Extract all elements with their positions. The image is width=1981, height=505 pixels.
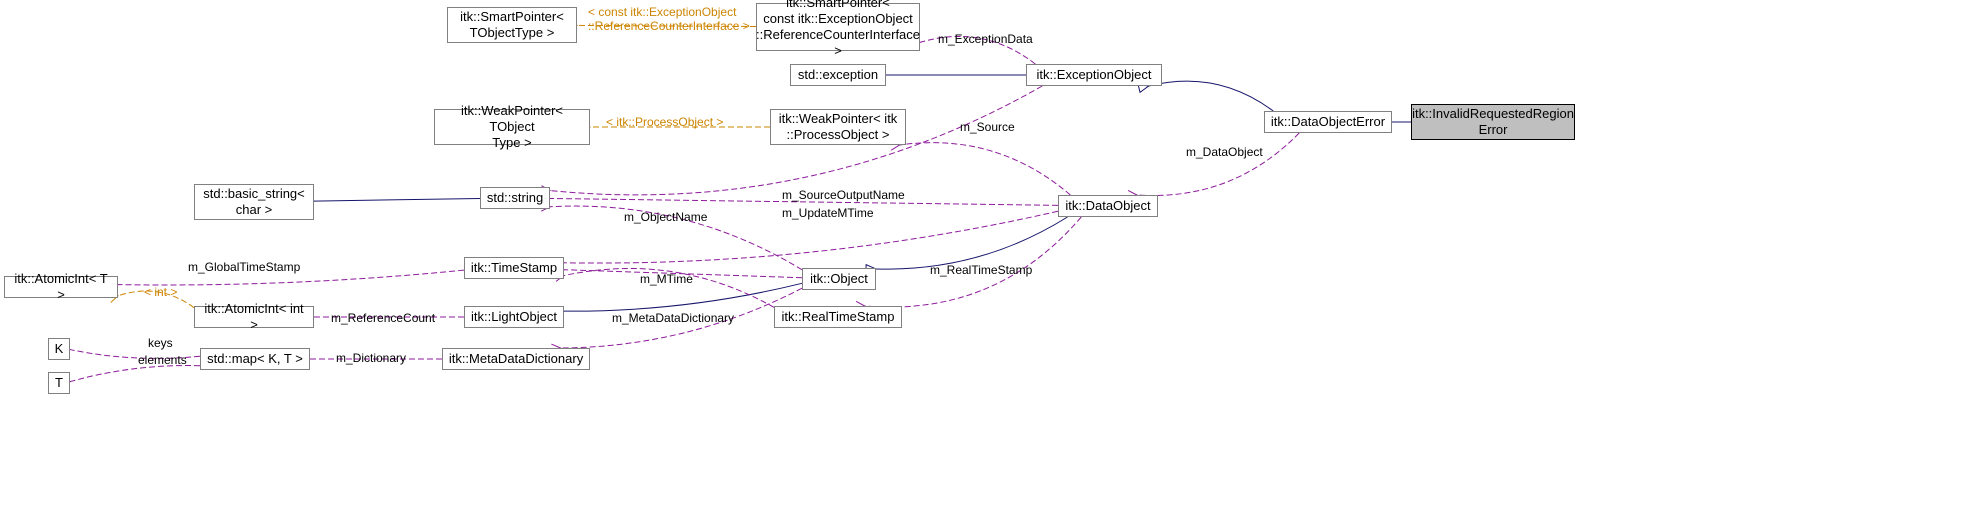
edge — [314, 199, 480, 202]
class-node-sp_tobj[interactable]: itk::SmartPointer< TObjectType > — [447, 7, 577, 43]
class-node-label: itk::AtomicInt< int > — [201, 301, 307, 334]
class-node-dobj[interactable]: itk::DataObject — [1058, 195, 1158, 217]
class-node-label: itk::LightObject — [471, 309, 557, 325]
class-node-label: itk::AtomicInt< T > — [11, 271, 111, 304]
class-node-wp_proc[interactable]: itk::WeakPointer< itk ::ProcessObject > — [770, 109, 906, 145]
edge-label: m_ObjectName — [624, 210, 707, 224]
class-node-label: std::string — [487, 190, 543, 206]
edge-label: < itk::ProcessObject > — [606, 115, 723, 129]
class-node-k[interactable]: K — [48, 338, 70, 360]
class-node-mdd[interactable]: itk::MetaDataDictionary — [442, 348, 590, 370]
edge — [564, 283, 802, 311]
class-node-bstr[interactable]: std::basic_string< char > — [194, 184, 314, 220]
class-node-label: itk::Object — [810, 271, 868, 287]
class-node-label: itk::SmartPointer< const itk::ExceptionO… — [756, 0, 920, 60]
class-node-label: itk::WeakPointer< TObject Type > — [441, 103, 583, 152]
edges-layer — [0, 0, 1981, 505]
edge-label: elements — [138, 353, 187, 367]
class-node-wp_tobj[interactable]: itk::WeakPointer< TObject Type > — [434, 109, 590, 145]
class-node-rts[interactable]: itk::RealTimeStamp — [774, 306, 902, 328]
edge-label: m_DataObject — [1186, 145, 1263, 159]
class-node-label: std::basic_string< char > — [203, 186, 305, 219]
edge-label: m_Dictionary — [336, 351, 406, 365]
edge-label: m_Source — [960, 120, 1015, 134]
class-node-doerr[interactable]: itk::DataObjectError — [1264, 111, 1392, 133]
class-node-str[interactable]: std::string — [480, 187, 550, 209]
class-node-label: itk::DataObject — [1065, 198, 1150, 214]
edge-label: < const itk::ExceptionObject ::Reference… — [588, 5, 750, 33]
edge — [1149, 81, 1273, 111]
class-node-aint_t[interactable]: itk::AtomicInt< T > — [4, 276, 118, 298]
edge-label: m_GlobalTimeStamp — [188, 260, 300, 274]
class-node-invreq[interactable]: itk::InvalidRequestedRegion Error — [1411, 104, 1575, 140]
class-node-label: K — [55, 341, 64, 357]
class-node-label: itk::TimeStamp — [471, 260, 557, 276]
class-node-label: itk::ExceptionObject — [1037, 67, 1152, 83]
class-node-label: itk::SmartPointer< TObjectType > — [460, 9, 564, 42]
class-node-ts[interactable]: itk::TimeStamp — [464, 257, 564, 279]
edge — [70, 366, 200, 382]
edge-label: < int > — [144, 285, 177, 299]
edge — [900, 143, 1071, 195]
class-node-label: T — [55, 375, 63, 391]
class-node-obj[interactable]: itk::Object — [802, 268, 876, 290]
class-node-label: itk::MetaDataDictionary — [449, 351, 583, 367]
class-node-excobj[interactable]: itk::ExceptionObject — [1026, 64, 1162, 86]
class-node-label: itk::RealTimeStamp — [782, 309, 895, 325]
class-node-t[interactable]: T — [48, 372, 70, 394]
edge-label: m_ReferenceCount — [331, 311, 435, 325]
edge-label: m_MTime — [640, 272, 693, 286]
edge-label: m_MetaDataDictionary — [612, 311, 734, 325]
edge-label: m_RealTimeStamp — [930, 263, 1032, 277]
class-node-label: itk::WeakPointer< itk ::ProcessObject > — [779, 111, 898, 144]
edge-label: m_SourceOutputName — [782, 188, 905, 202]
class-node-lobj[interactable]: itk::LightObject — [464, 306, 564, 328]
edge — [1137, 133, 1299, 196]
class-node-label: itk::InvalidRequestedRegion Error — [1412, 106, 1574, 139]
class-node-map[interactable]: std::map< K, T > — [200, 348, 310, 370]
edge-label: m_UpdateMTime — [782, 206, 874, 220]
class-node-label: itk::DataObjectError — [1271, 114, 1385, 130]
edge-label: m_ExceptionData — [938, 32, 1033, 46]
class-node-label: std::exception — [798, 67, 878, 83]
class-node-exc[interactable]: std::exception — [790, 64, 886, 86]
class-node-label: std::map< K, T > — [207, 351, 303, 367]
edge — [876, 217, 1067, 269]
class-node-sp_exc[interactable]: itk::SmartPointer< const itk::ExceptionO… — [756, 3, 920, 51]
class-node-aint_int[interactable]: itk::AtomicInt< int > — [194, 306, 314, 328]
edge-label: keys — [148, 336, 173, 350]
